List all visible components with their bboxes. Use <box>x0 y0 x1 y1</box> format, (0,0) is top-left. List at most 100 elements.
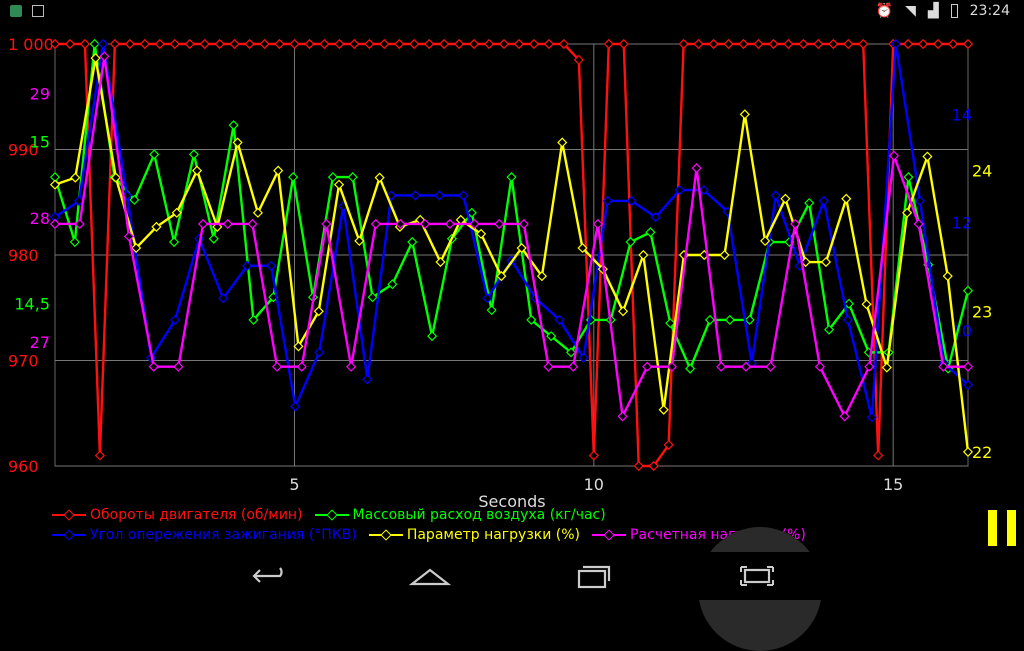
data-point <box>678 38 689 50</box>
data-point <box>191 165 203 176</box>
app-icon <box>10 5 22 17</box>
data-point <box>427 331 438 342</box>
home-icon <box>408 568 452 586</box>
data-point <box>274 38 285 50</box>
navigation-bar <box>0 552 1024 600</box>
legend-item: Массовый расход воздуха (кг/час) <box>314 507 606 523</box>
data-point <box>214 38 225 50</box>
data-point <box>149 149 160 160</box>
data-point <box>617 411 628 422</box>
recent-apps-button[interactable] <box>568 560 618 592</box>
data-point <box>455 214 466 225</box>
data-point <box>962 38 974 50</box>
data-point <box>942 271 953 282</box>
data-point <box>674 184 685 196</box>
data-point <box>685 363 696 374</box>
data-point <box>483 38 495 50</box>
data-point <box>296 361 307 372</box>
data-point <box>173 361 184 372</box>
data-point <box>573 54 584 65</box>
home-button[interactable] <box>405 560 455 592</box>
data-point <box>90 52 101 64</box>
data-point <box>693 38 704 50</box>
data-point <box>783 38 794 50</box>
data-point <box>658 404 669 415</box>
data-point <box>319 38 330 50</box>
data-point <box>903 38 914 50</box>
data-point <box>888 150 900 161</box>
data-point <box>962 361 974 372</box>
data-point <box>475 228 487 239</box>
legend-label: Массовый расход воздуха (кг/час) <box>352 507 606 523</box>
data-point <box>665 318 676 329</box>
data-point <box>890 38 902 50</box>
data-point <box>588 450 599 461</box>
legend-swatch <box>314 509 349 521</box>
y-tick-label: 28 <box>30 209 50 228</box>
legend-swatch <box>368 529 403 541</box>
data-point <box>232 137 243 148</box>
data-point <box>765 361 776 372</box>
data-point <box>543 38 555 50</box>
data-point <box>557 137 568 148</box>
data-point <box>73 195 85 206</box>
data-point <box>554 314 565 326</box>
data-point <box>367 292 378 303</box>
fullscreen-button[interactable] <box>732 560 782 592</box>
data-point <box>902 207 913 218</box>
y-tick-label: 12 <box>952 214 972 233</box>
data-point <box>334 38 345 50</box>
data-point <box>650 212 661 223</box>
data-point <box>64 38 76 50</box>
data-point <box>506 172 517 183</box>
data-point <box>444 218 455 230</box>
data-point <box>494 218 505 230</box>
data-point <box>420 218 431 230</box>
data-point <box>379 38 390 50</box>
data-point <box>536 271 548 282</box>
data-point <box>498 38 510 50</box>
data-point <box>526 314 537 326</box>
data-point <box>843 38 854 50</box>
wifi-icon: ◥ <box>905 3 916 19</box>
legend-swatch <box>592 529 627 541</box>
data-point <box>244 38 255 50</box>
data-point <box>168 236 180 248</box>
data-point <box>321 218 332 230</box>
data-point <box>290 401 301 412</box>
data-point <box>349 38 360 50</box>
back-button[interactable] <box>245 560 295 592</box>
y-tick-label: 15 <box>30 132 50 151</box>
data-point <box>744 314 755 326</box>
signal-icon: ▟ <box>927 3 939 19</box>
data-point <box>723 38 734 50</box>
x-tick-label: 15 <box>883 475 903 494</box>
data-point <box>273 165 284 176</box>
legend: Обороты двигателя (об/мин) Массовый расхо… <box>52 505 806 545</box>
data-point <box>435 256 446 268</box>
data-point <box>568 361 579 372</box>
y-tick-label: 980 <box>8 246 39 265</box>
legend-label: Параметр нагрузки (%) <box>406 527 581 543</box>
data-point <box>197 218 209 230</box>
data-point <box>74 218 85 230</box>
data-point <box>663 439 674 450</box>
data-point <box>218 293 229 304</box>
data-point <box>839 411 850 422</box>
battery-icon <box>950 4 958 18</box>
data-point <box>938 361 949 372</box>
data-point <box>486 305 497 316</box>
data-point <box>69 236 80 248</box>
data-point <box>49 179 61 190</box>
data-point <box>387 279 398 290</box>
pause-button[interactable] <box>988 510 1016 546</box>
data-point <box>770 190 781 201</box>
back-icon <box>252 567 283 583</box>
y-tick-label: 14 <box>952 105 972 124</box>
data-point <box>638 249 649 261</box>
data-point <box>409 38 420 50</box>
data-point <box>633 460 644 472</box>
y-tick-label: 23 <box>972 302 992 321</box>
